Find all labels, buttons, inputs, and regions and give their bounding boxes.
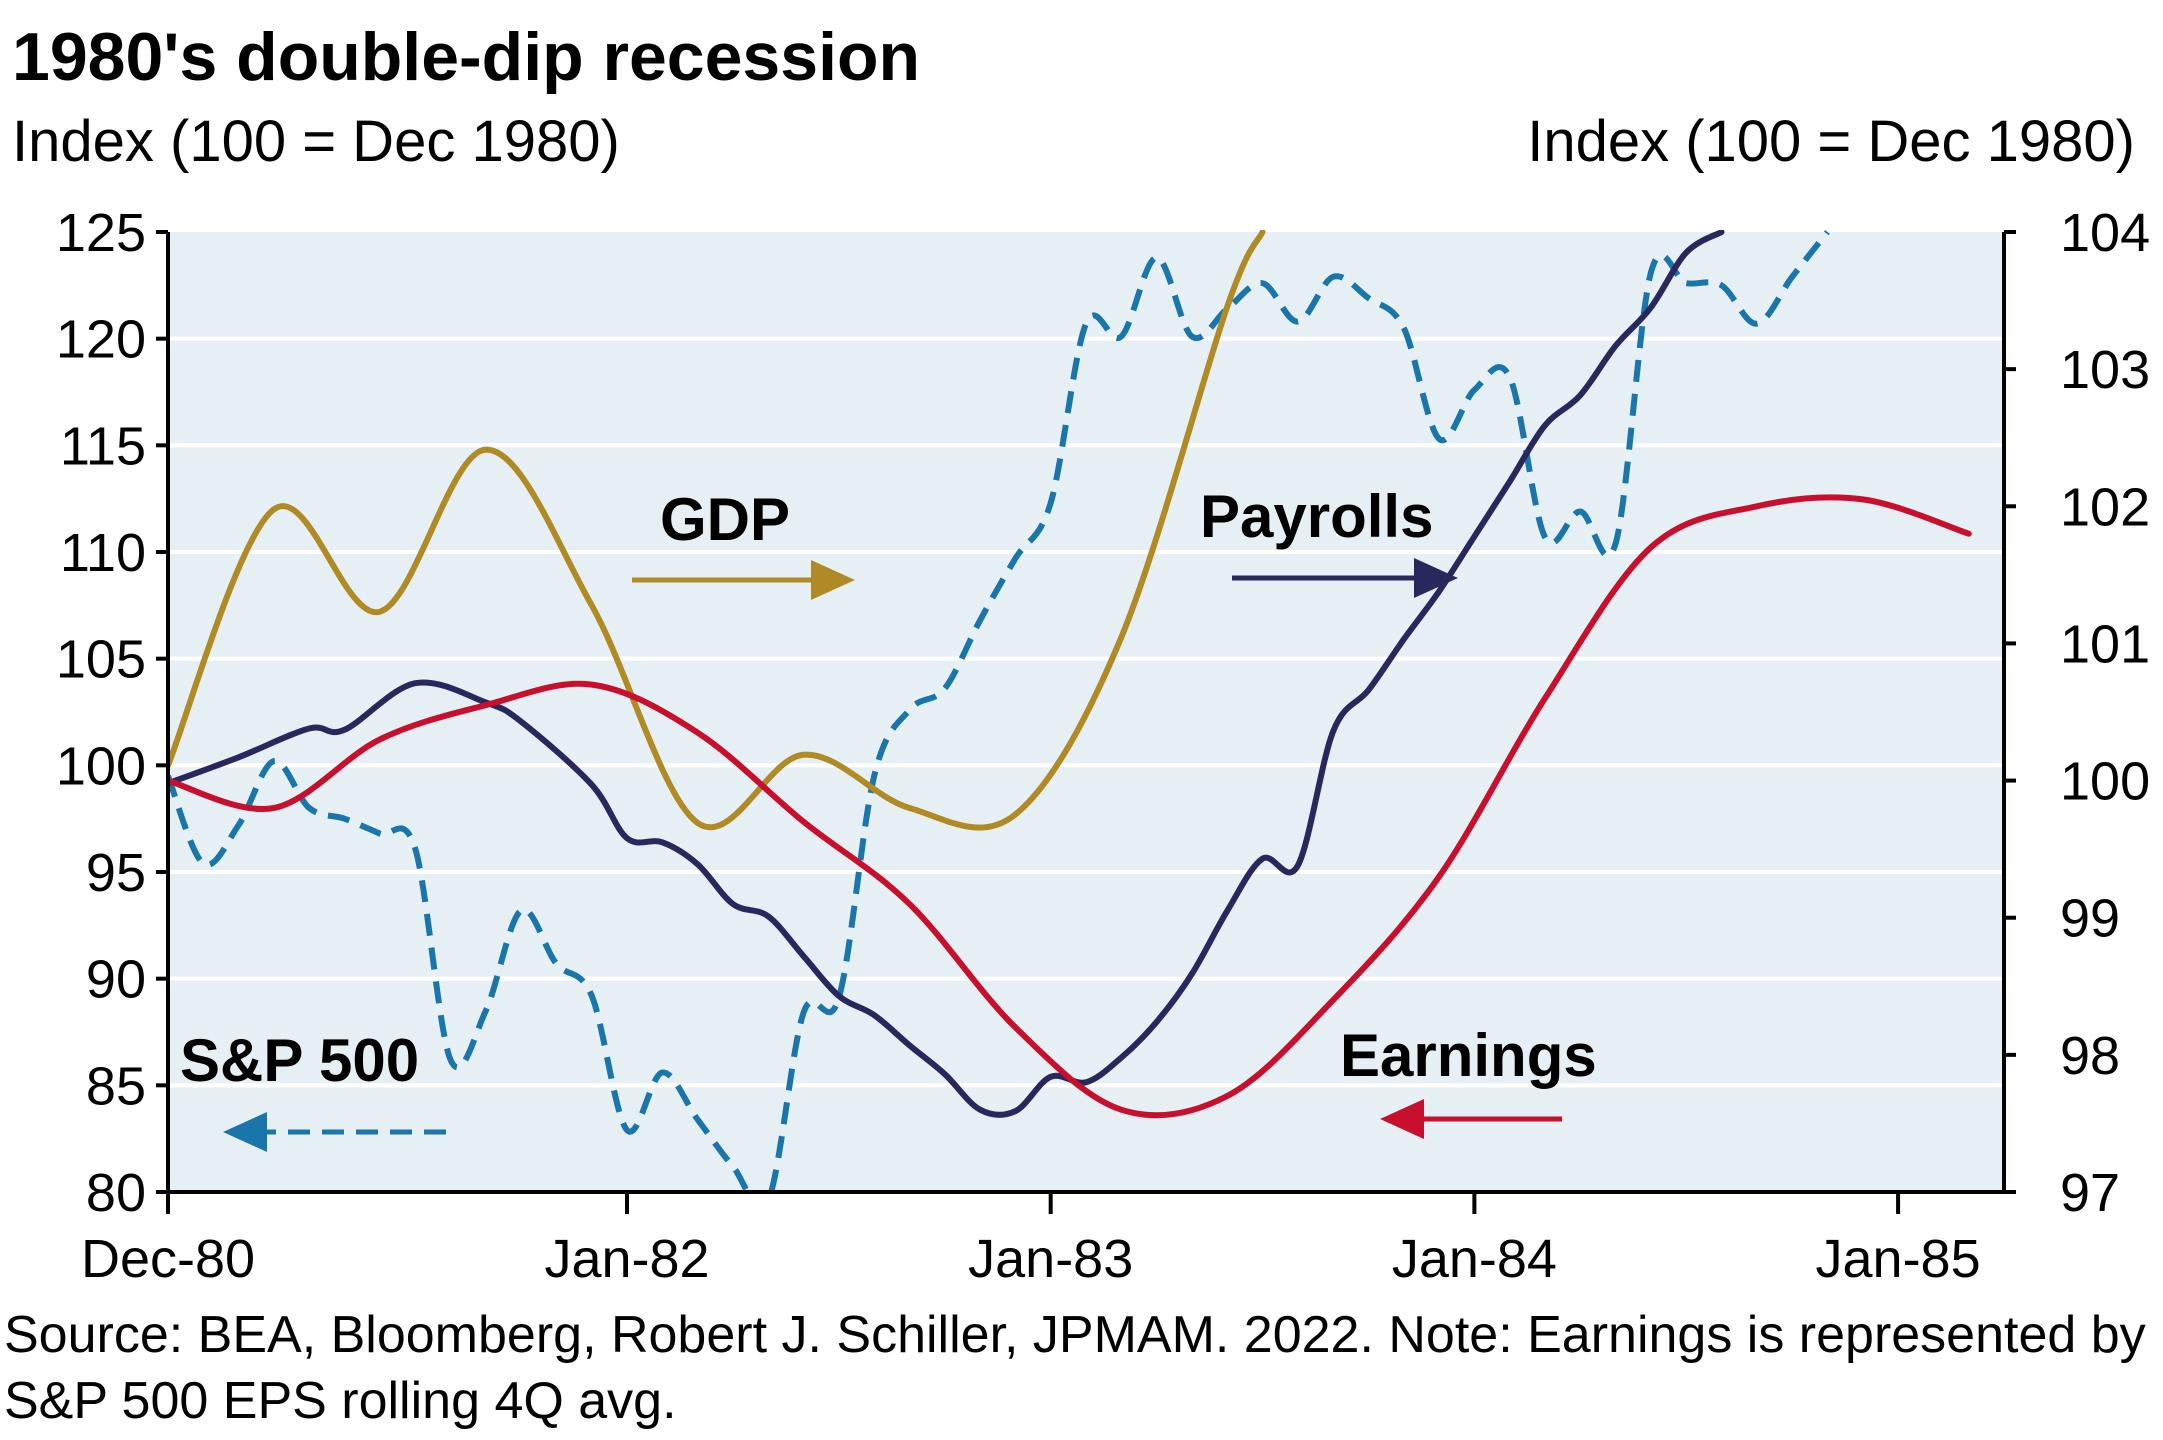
left-tick-label: 115 [60, 416, 146, 476]
series-layer [168, 230, 1972, 1194]
right-tick-label: 101 [2060, 614, 2150, 674]
left-tick-label: 80 [86, 1163, 146, 1223]
source-note: Source: BEA, Bloomberg, Robert J. Schill… [4, 1306, 2146, 1430]
right-tick-label: 104 [2060, 203, 2150, 263]
x-tick-label: Jan-82 [544, 1229, 709, 1289]
right-tick-label: 100 [2060, 752, 2150, 812]
right-tick-label: 98 [2060, 1026, 2120, 1086]
right-tick-label: 99 [2060, 889, 2120, 949]
left-tick-label: 90 [86, 950, 146, 1010]
series-label-s-p-500: S&P 500 [180, 1027, 419, 1094]
series-line-earnings [168, 494, 1972, 1119]
series-label-gdp: GDP [660, 486, 790, 553]
left-tick-label: 105 [56, 630, 146, 690]
left-tick-label: 100 [56, 736, 146, 796]
left-tick-label: 110 [60, 523, 146, 583]
x-tick-label: Jan-83 [968, 1229, 1133, 1289]
left-tick-label: 125 [56, 203, 146, 263]
axes: 80 85 90 95 100 105 110 115 120 125 97 98 99 100 101 10… [56, 203, 2150, 1289]
series-label-earnings: Earnings [1340, 1022, 1597, 1089]
right-axis-title: Index (100 = Dec 1980) [1527, 109, 2135, 174]
series-line-payrolls [168, 230, 1725, 1118]
left-tick-label: 120 [56, 310, 146, 370]
right-tick-label: 102 [2060, 477, 2150, 537]
right-tick-label: 97 [2060, 1163, 2120, 1223]
x-tick-label: Jan-84 [1392, 1229, 1557, 1289]
series-arrowhead-gdp [811, 560, 855, 600]
chart-title: 1980's double-dip recession [12, 19, 921, 95]
left-tick-label: 95 [86, 843, 146, 903]
series-arrowhead-earnings [1380, 1099, 1424, 1139]
series-line-s-p-500 [168, 230, 1830, 1194]
series-label-payrolls: Payrolls [1200, 483, 1433, 550]
right-tick-label: 103 [2060, 340, 2150, 400]
series-arrowhead-payrolls [1414, 558, 1458, 598]
series-labels: S&P 500 GDP Payrolls Earnings [180, 483, 1597, 1152]
x-tick-label: Dec-80 [81, 1229, 255, 1289]
left-tick-label: 85 [86, 1056, 146, 1116]
x-tick-label: Jan-85 [1816, 1229, 1981, 1289]
left-axis-title: Index (100 = Dec 1980) [12, 109, 620, 174]
series-line-gdp [168, 230, 1266, 831]
series-arrowhead-s-p-500 [223, 1112, 267, 1152]
line-chart: 80 85 90 95 100 105 110 115 120 125 97 98 99 100 101 10… [56, 203, 2150, 1289]
